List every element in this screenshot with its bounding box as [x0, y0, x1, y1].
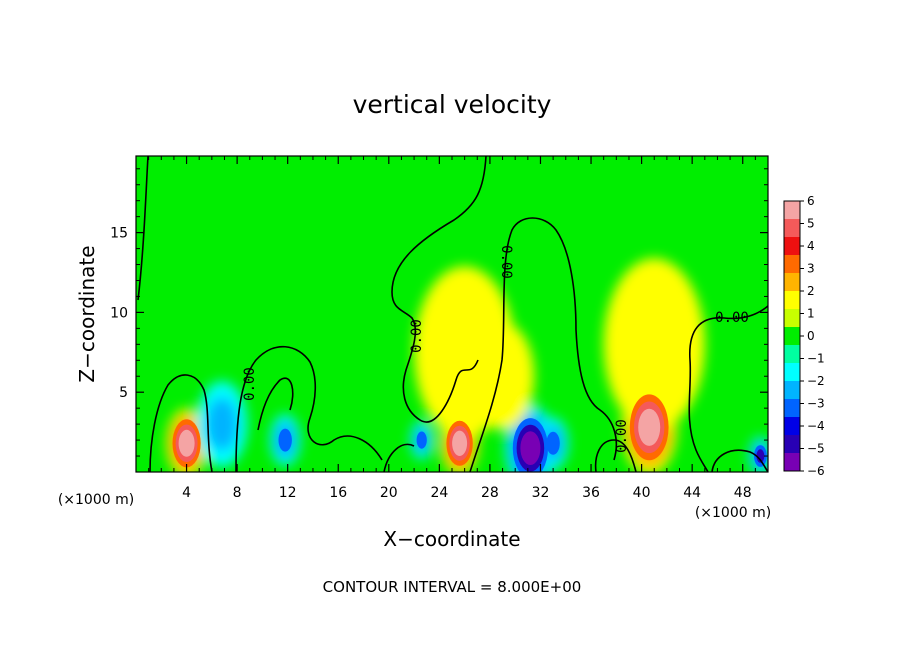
colorbar-tick-label: 6 [807, 194, 815, 208]
colorbar-swatch [784, 399, 800, 418]
colorbar-tick-label: 2 [807, 284, 815, 298]
colorbar-tick-label: −1 [807, 352, 825, 366]
x-tick-label: 20 [380, 485, 398, 501]
x-axis-unit-left: (×1000 m) [58, 492, 134, 508]
field-feature [416, 431, 427, 449]
colorbar-swatch [784, 255, 800, 274]
colorbar-swatch [784, 417, 800, 436]
zero-contour-low-2 [594, 439, 637, 472]
colorbar-swatch [784, 327, 800, 346]
colorbar-swatch [784, 309, 800, 328]
colorbar [783, 200, 801, 472]
x-tick-label: 12 [279, 485, 297, 501]
colorbar-swatch [784, 201, 800, 220]
zero-contour-far-right [711, 449, 768, 472]
field-feature [524, 437, 537, 459]
zero-contour-right [688, 305, 768, 472]
x-tick-label: 36 [582, 485, 600, 501]
contour-label: 0.00 [242, 367, 258, 401]
colorbar-swatch [784, 453, 800, 472]
colorbar-swatch [784, 381, 800, 400]
field-feature [756, 449, 765, 463]
colorbar-swatch [784, 345, 800, 364]
zero-contour-hill-3 [257, 377, 294, 431]
x-tick-label: 32 [532, 485, 550, 501]
x-axis-unit-right: (×1000 m) [695, 505, 771, 521]
colorbar-tick-label: −6 [807, 464, 825, 478]
colorbar-swatch [784, 219, 800, 238]
x-tick-label: 40 [633, 485, 651, 501]
zero-contour-hill-2 [235, 345, 383, 472]
y-tick-label: 10 [110, 305, 128, 321]
field-layer [172, 394, 767, 472]
colorbar-swatch [784, 273, 800, 292]
x-tick-label: 16 [329, 485, 347, 501]
colorbar-tick-label: −4 [807, 419, 825, 433]
colorbar-tick-label: −3 [807, 397, 825, 411]
zero-contour-hill-1 [149, 374, 213, 472]
x-axis-label: X−coordinate [383, 527, 520, 551]
colorbar-swatch [784, 291, 800, 310]
contour-labels: 0.00 0.00 0.00 0.00 0.00 [242, 245, 749, 453]
field-feature [642, 415, 656, 439]
contour-label: 0.00 [614, 419, 630, 453]
x-tick-label: 44 [683, 485, 701, 501]
field-feature [278, 428, 292, 452]
chart-title: vertical velocity [353, 90, 552, 119]
x-tick-label: 24 [430, 485, 448, 501]
contour-label: 0.00 [498, 245, 514, 279]
zero-contours [137, 156, 768, 472]
colorbar-swatch [784, 435, 800, 454]
colorbar-tick-label: 0 [807, 329, 815, 343]
plot-area: 0.00 0.00 0.00 0.00 0.00 [136, 156, 768, 472]
y-axis-label: Z−coordinate [75, 245, 99, 382]
contour-interval-note: CONTOUR INTERVAL = 8.000E+00 [323, 578, 582, 596]
colorbar-swatch [784, 237, 800, 256]
y-axis: 5 10 15 [110, 168, 768, 457]
field-feature [206, 397, 238, 451]
field-feature [546, 431, 560, 455]
zero-contour-ridge-2 [469, 217, 618, 472]
zero-contour-low-1 [383, 443, 415, 472]
field-feature [455, 435, 465, 452]
x-tick-label: 4 [182, 485, 191, 501]
field-feature [471, 322, 535, 430]
colorbar-tick-label: 1 [807, 307, 815, 321]
y-tick-label: 5 [119, 385, 128, 401]
x-tick-label: 28 [481, 485, 499, 501]
x-axis: 4 8 12 16 20 24 28 32 36 40 44 48 [148, 156, 756, 501]
field-feature [181, 435, 192, 452]
contour-label: 0.00 [409, 319, 425, 353]
colorbar-tick-label: 4 [807, 239, 815, 253]
colorbar-ticks: 6 5 4 3 2 1 0 −1 −2 −3 −4 −5 −6 [800, 194, 825, 478]
y-tick-label: 15 [110, 226, 128, 242]
contour-label: 0.00 [715, 310, 749, 326]
field-feature [603, 258, 705, 431]
zero-contour-ridge-1 [391, 156, 487, 423]
colorbar-tick-label: 5 [807, 217, 815, 231]
colorbar-tick-label: −2 [807, 374, 825, 388]
colorbar-tick-label: −5 [807, 442, 825, 456]
colorbar-tick-label: 3 [807, 262, 815, 276]
colorbar-swatch [784, 363, 800, 382]
x-tick-label: 8 [233, 485, 242, 501]
zero-contour-left-edge [137, 156, 149, 301]
x-tick-label: 48 [734, 485, 752, 501]
